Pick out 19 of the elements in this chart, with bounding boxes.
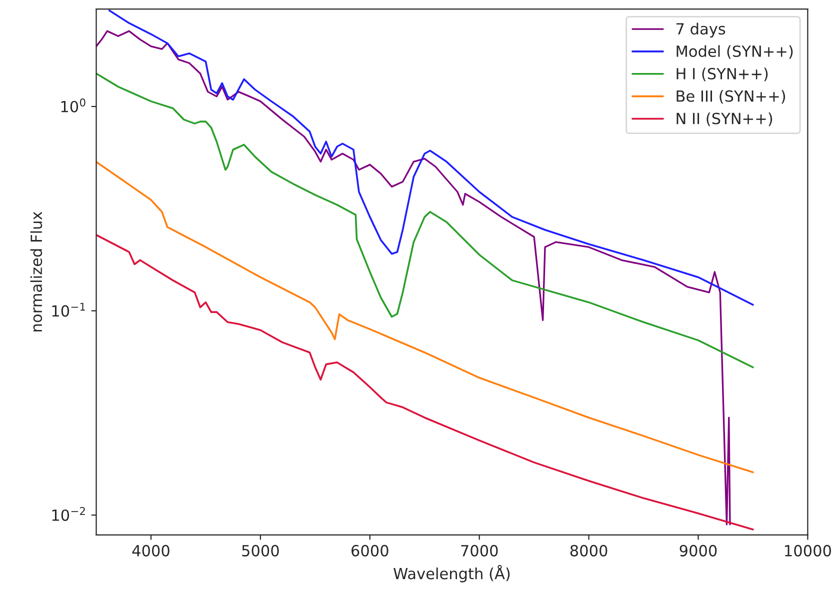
legend-label: H I (SYN++) [676, 68, 768, 82]
y-tick-label: 10$^{−2}$ [52, 506, 85, 521]
legend-label: N II (SYN++) [676, 112, 772, 126]
x-tick-label: 7000 [461, 544, 498, 556]
x-axis-title: Wavelength (Å) [394, 564, 510, 582]
line-series [96, 234, 754, 530]
x-tick-label: 4000 [132, 544, 170, 556]
x-tick-label: 8000 [570, 544, 608, 556]
x-tick-label: 5000 [242, 544, 279, 556]
x-tick-label: 6000 [352, 544, 388, 556]
legend-label: 7 days [676, 22, 726, 38]
y-tick-label: 10$^{−1}$ [52, 302, 85, 317]
legend-label: Model (SYN++) [676, 45, 793, 59]
x-tick-label: 9000 [680, 544, 717, 556]
y-axis-title: normalized Flux [30, 212, 42, 332]
y-tick-label: 10$^{0}$ [61, 98, 86, 112]
line-series [96, 160, 754, 474]
legend-label: Be III (SYN++) [676, 90, 786, 104]
x-tick-label: 10000 [785, 544, 831, 556]
